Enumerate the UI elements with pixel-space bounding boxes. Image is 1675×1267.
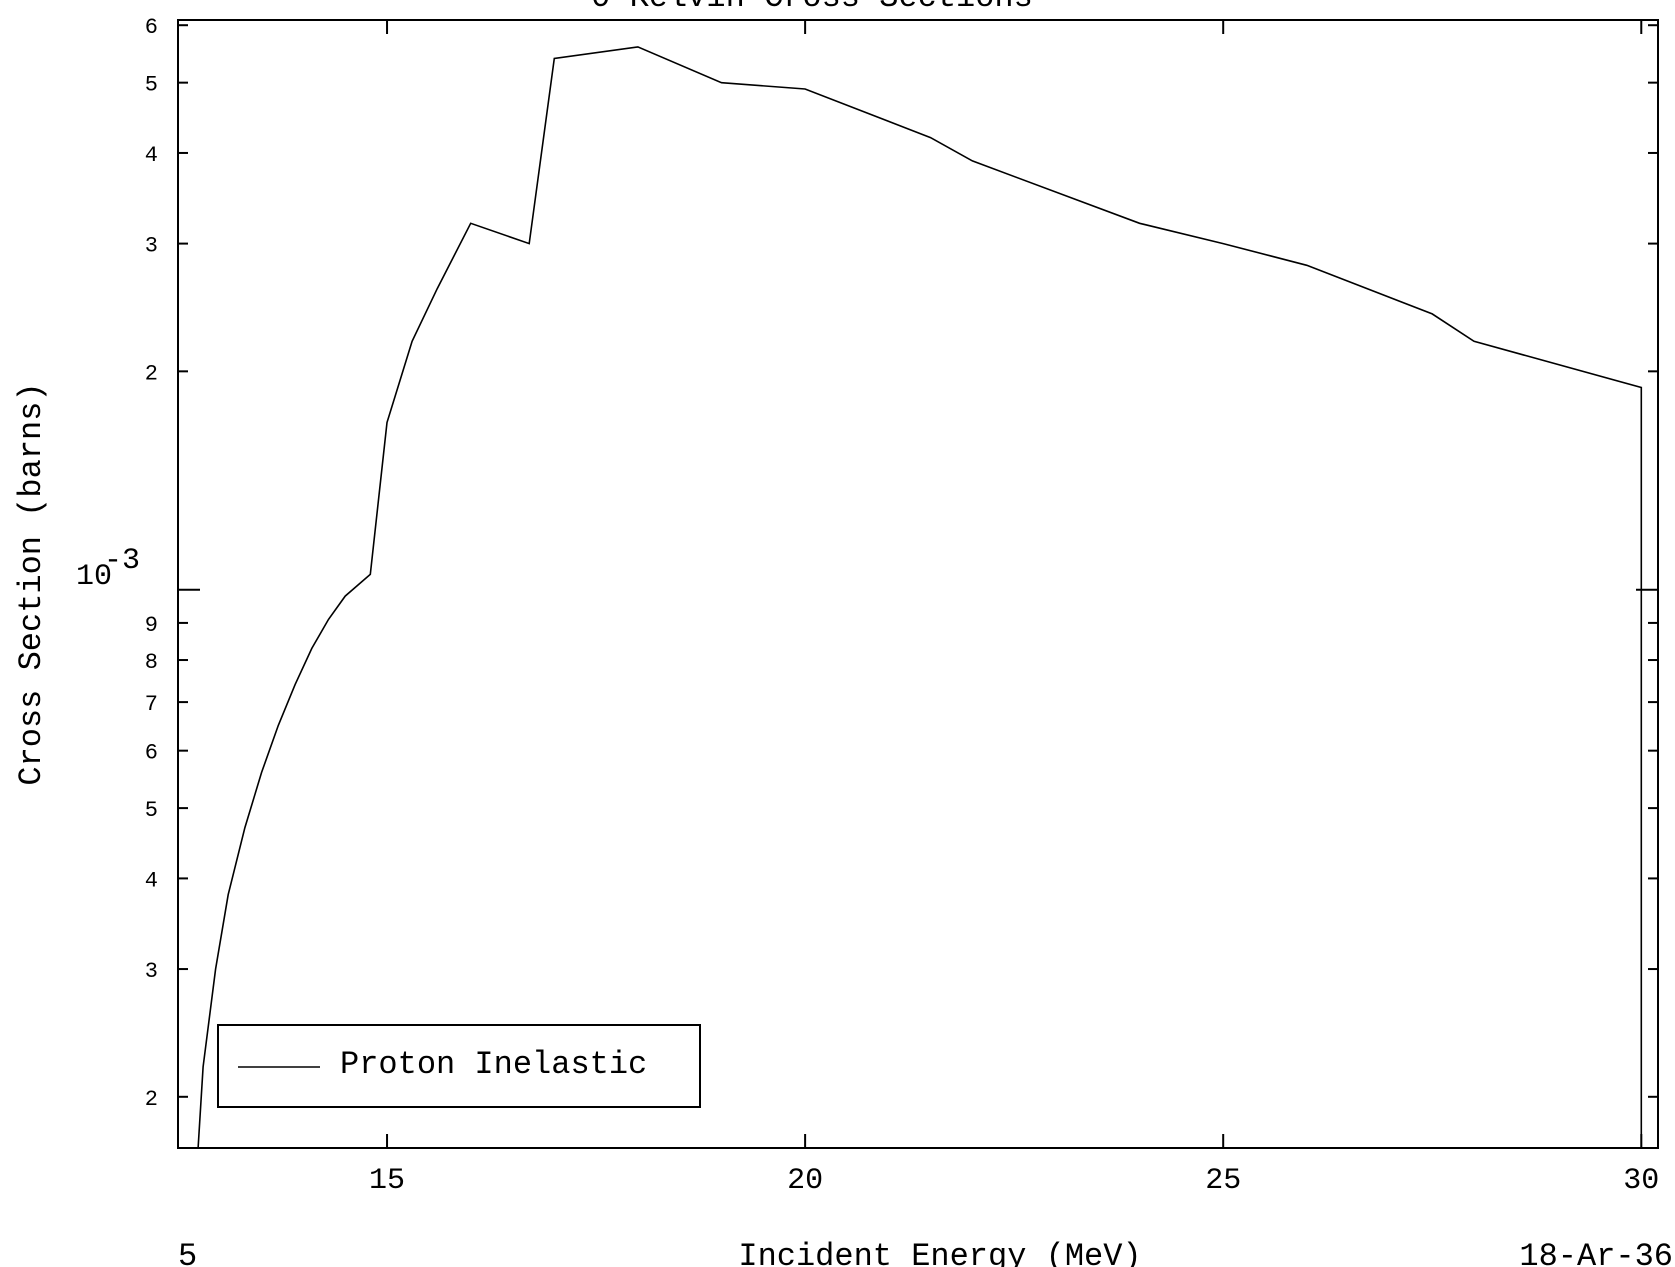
y-tick-label: 3: [145, 234, 158, 259]
series-layer: [198, 47, 1641, 1148]
y-tick-label: 6: [145, 15, 158, 40]
x-tick-label: 15: [369, 1164, 405, 1198]
x-tick-label: 20: [787, 1164, 823, 1198]
y-tick-label: 3: [145, 959, 158, 984]
y-decade-label: 10 -3: [76, 544, 140, 594]
legend-label: Proton Inelastic: [340, 1046, 647, 1083]
y-tick-label: 4: [145, 868, 158, 893]
series-line-proton-inelastic: [198, 47, 1641, 1148]
chart-title: 0 Kelvin Cross Sections: [591, 0, 1033, 16]
y-tick-label: 2: [145, 1087, 158, 1112]
y-tick-label: 7: [145, 692, 158, 717]
y-tick-label: 5: [145, 798, 158, 823]
y-tick-label: 5: [145, 73, 158, 98]
y-tick-label: 6: [145, 741, 158, 766]
footer-left-text: 5: [178, 1238, 197, 1267]
y-tick-label: 2: [145, 361, 158, 386]
x-tick-label: 25: [1205, 1164, 1241, 1198]
footer-right-text: 18-Ar-36: [1519, 1238, 1673, 1267]
x-axis-label: Incident Energy (MeV): [738, 1238, 1141, 1267]
legend: Proton Inelastic: [218, 1025, 700, 1107]
y-tick-label: 8: [145, 650, 158, 675]
y-tick-label: 9: [145, 613, 158, 638]
y-decade-exponent: -3: [104, 544, 140, 578]
x-tick-label: 30: [1623, 1164, 1659, 1198]
plot-frame: [178, 20, 1658, 1148]
y-axis-label: Cross Section (barns): [13, 382, 50, 785]
y-tick-label: 4: [145, 143, 158, 168]
x-axis-ticks: 15 20 25 30: [369, 20, 1659, 1198]
